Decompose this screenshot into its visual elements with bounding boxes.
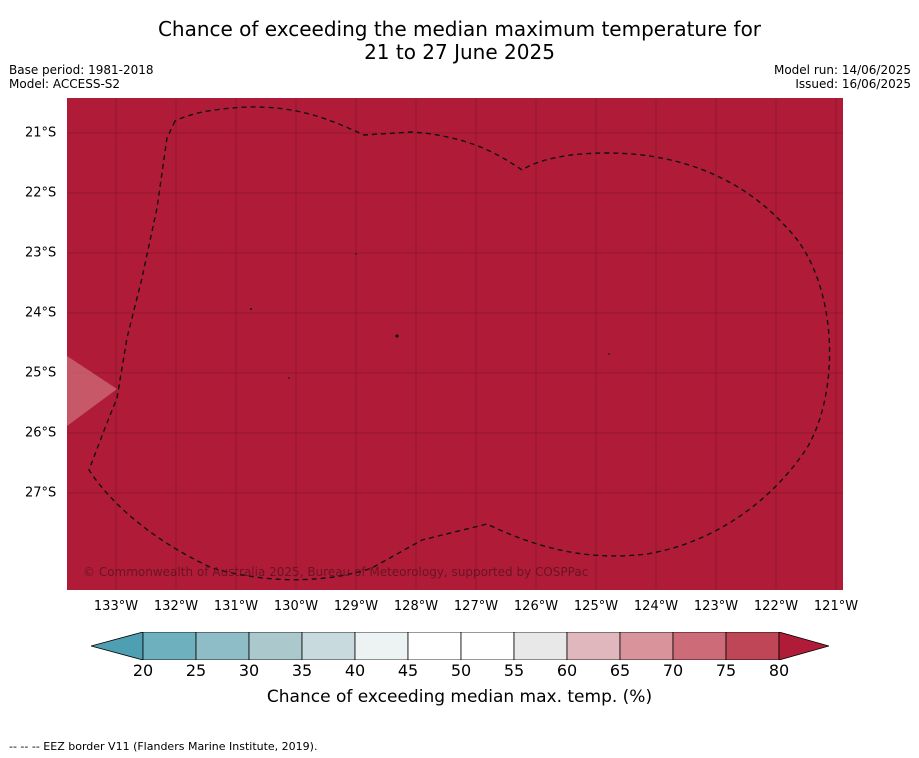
lon-label-133w: 133°W xyxy=(93,599,139,614)
title-line-1: Chance of exceeding the median maximum t… xyxy=(157,17,762,41)
lon-label-126w: 126°W xyxy=(513,599,559,614)
colorbar-tick-45: 45 xyxy=(397,661,419,680)
colorbar-tick-70: 70 xyxy=(662,661,684,680)
colorbar-tick-25: 25 xyxy=(185,661,207,680)
colorbar xyxy=(91,632,829,660)
colorbar-bin-75-80 xyxy=(725,632,780,660)
colorbar-high-extension xyxy=(778,632,829,660)
colorbar-tick-20: 20 xyxy=(132,661,154,680)
lat-label-25s: 25°S xyxy=(25,365,57,381)
map-canvas xyxy=(67,98,843,590)
colorbar-tick-60: 60 xyxy=(556,661,578,680)
colorbar-tick-50: 50 xyxy=(450,661,472,680)
colorbar-bin-55-60 xyxy=(513,632,568,660)
lon-label-121w: 121°W xyxy=(813,599,859,614)
lat-label-27s: 27°S xyxy=(25,485,57,501)
colorbar-tick-80: 80 xyxy=(768,661,790,680)
colorbar-bin-60-65 xyxy=(566,632,621,660)
model-name: Model: ACCESS-S2 xyxy=(9,77,121,91)
lat-label-22s: 22°S xyxy=(25,185,57,201)
colorbar-tick-65: 65 xyxy=(609,661,631,680)
map-panel: © Commonwealth of Australia 2025, Bureau… xyxy=(67,98,843,590)
lon-label-127w: 127°W xyxy=(453,599,499,614)
islands xyxy=(250,253,610,379)
model-run: Model run: 14/06/2025 xyxy=(773,63,911,77)
colorbar-label: Chance of exceeding median max. temp. (%… xyxy=(266,687,653,707)
lat-label-21s: 21°S xyxy=(25,125,57,141)
colorbar-bin-45-50 xyxy=(407,632,462,660)
title-line-2: 21 to 27 June 2025 xyxy=(364,40,555,64)
chart-title: Chance of exceeding the median maximum t… xyxy=(0,18,919,64)
meta-left: Base period: 1981-2018 Model: ACCESS-S2 xyxy=(9,63,154,91)
lon-label-124w: 124°W xyxy=(633,599,679,614)
colorbar-bin-35-40 xyxy=(301,632,356,660)
eez-border xyxy=(88,106,831,581)
lon-label-122w: 122°W xyxy=(753,599,799,614)
lon-label-132w: 132°W xyxy=(153,599,199,614)
colorbar-low-extension xyxy=(91,632,144,660)
graticule xyxy=(67,98,843,590)
colorbar-tick-55: 55 xyxy=(503,661,525,680)
colorbar-bin-40-45 xyxy=(354,632,409,660)
lat-label-26s: 26°S xyxy=(25,425,57,441)
base-period: Base period: 1981-2018 xyxy=(9,63,154,77)
lon-label-123w: 123°W xyxy=(693,599,739,614)
lat-label-23s: 23°S xyxy=(25,245,57,261)
lon-label-131w: 131°W xyxy=(213,599,259,614)
colorbar-bin-20-25 xyxy=(142,632,197,660)
colorbar-tick-75: 75 xyxy=(715,661,737,680)
lon-label-128w: 128°W xyxy=(393,599,439,614)
colorbar-tick-40: 40 xyxy=(344,661,366,680)
eez-legend-note: -- -- -- EEZ border V11 (Flanders Marine… xyxy=(9,740,318,753)
colorbar-tick-35: 35 xyxy=(291,661,313,680)
colorbar-tick-30: 30 xyxy=(238,661,260,680)
colorbar-bin-25-30 xyxy=(195,632,250,660)
lighter-probability-wedge xyxy=(67,356,117,426)
colorbar-bin-65-70 xyxy=(619,632,674,660)
lon-label-125w: 125°W xyxy=(573,599,619,614)
colorbar-bin-50-55 xyxy=(460,632,515,660)
issued-date: Issued: 16/06/2025 xyxy=(795,77,911,91)
copyright-notice: © Commonwealth of Australia 2025, Bureau… xyxy=(83,565,589,579)
lon-label-129w: 129°W xyxy=(333,599,379,614)
colorbar-bin-70-75 xyxy=(672,632,727,660)
lat-label-24s: 24°S xyxy=(25,305,57,321)
lon-label-130w: 130°W xyxy=(273,599,319,614)
colorbar-bin-30-35 xyxy=(248,632,303,660)
meta-right: Model run: 14/06/2025 Issued: 16/06/2025 xyxy=(774,63,911,91)
